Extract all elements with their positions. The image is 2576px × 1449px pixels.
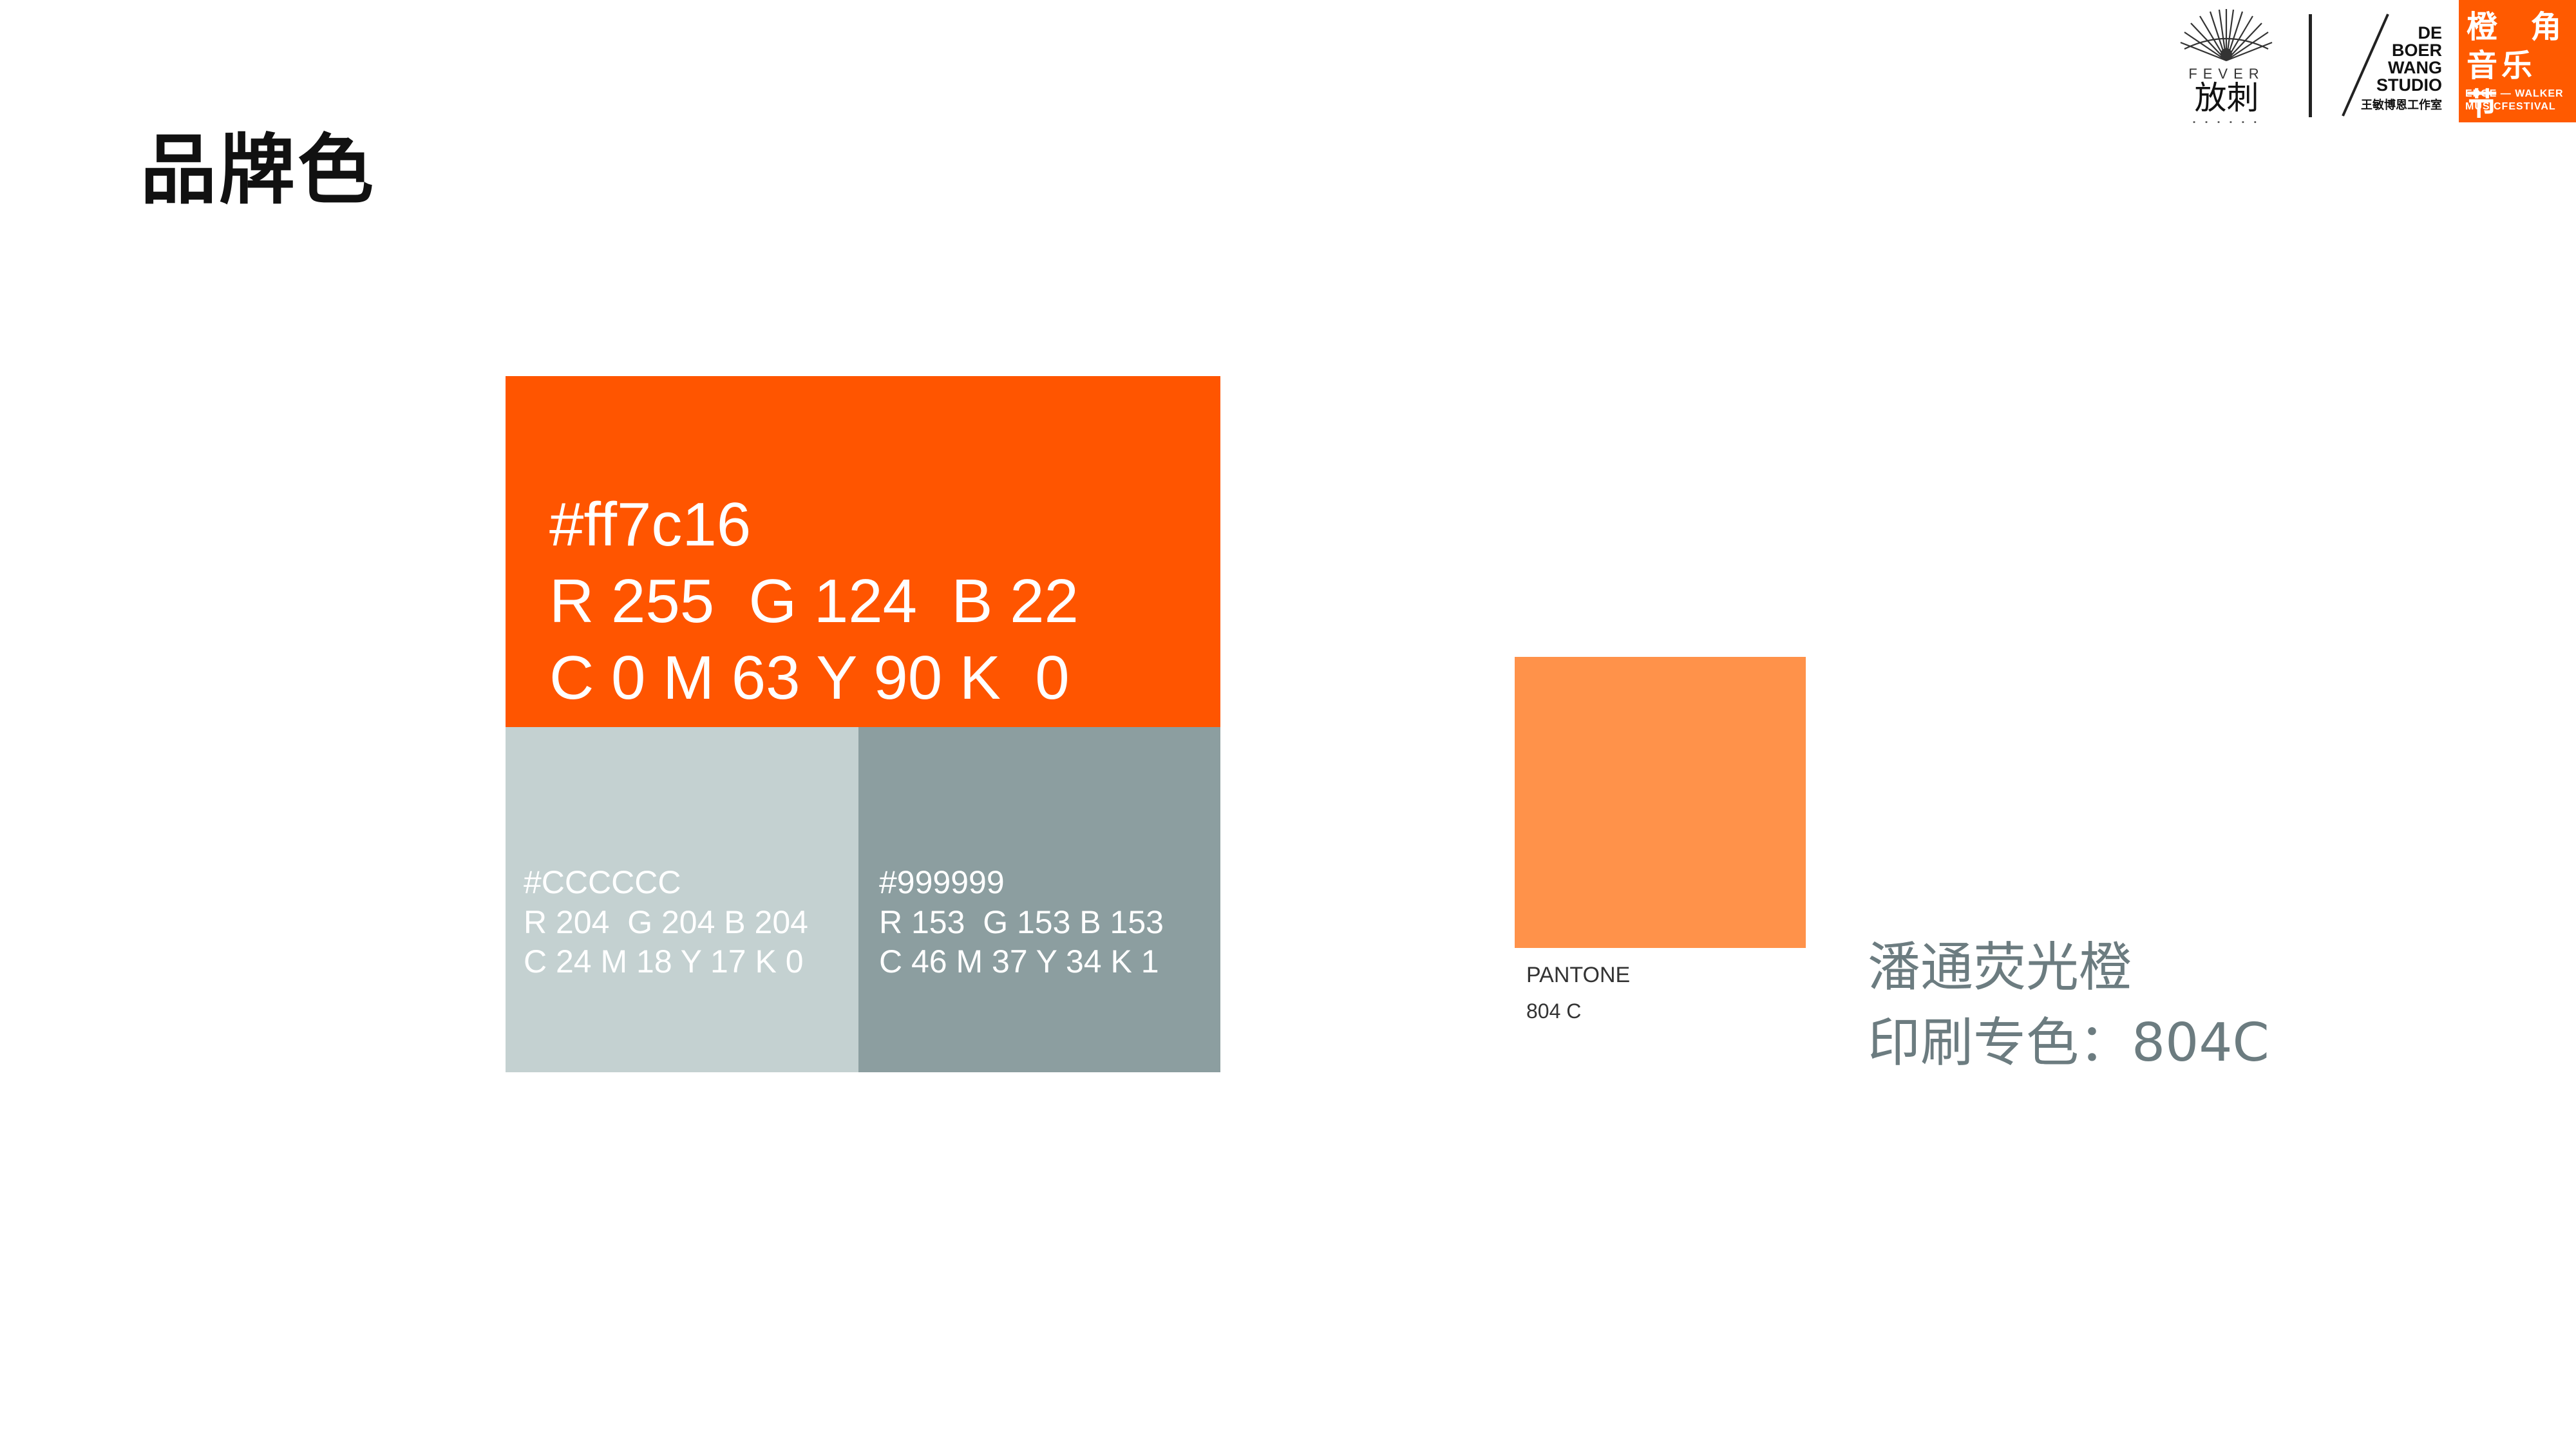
primary-color-swatch: #ff7c16 R 255 G 124 B 22 C 0 M 63 Y 90 K… (506, 376, 1220, 727)
dark-gray-cmyk: C 46 M 37 Y 34 K 1 (879, 943, 1159, 980)
pantone-chip (1515, 657, 1806, 948)
dark-gray-rgb: R 153 G 153 B 153 (879, 904, 1164, 940)
festival-logo-en: EDGE — WALKER MUSICFESTIVAL (2465, 88, 2572, 113)
light-gray-rgb: R 204 G 204 B 204 (524, 904, 808, 940)
festival-logo: 橙 角 音乐节 EDGE — WALKER MUSICFESTIVAL (2459, 0, 2576, 122)
studio-line: BOER (2391, 41, 2442, 60)
slash-mark-icon (2342, 14, 2389, 117)
fever-logo-word: FEVER (2188, 66, 2265, 82)
festival-en-line: MUSICFESTIVAL (2465, 101, 2556, 112)
pantone-label: PANTONE (1526, 963, 1631, 987)
dark-gray-hex: #999999 (879, 864, 1005, 900)
light-gray-cmyk: C 24 M 18 Y 17 K 0 (524, 943, 804, 980)
page-title: 品牌色 (140, 126, 377, 214)
festival-cn-line: 音乐节 (2467, 48, 2537, 122)
studio-logo-cn: 王敏博恩工作室 (2361, 99, 2442, 112)
primary-hex: #ff7c16 (549, 490, 752, 559)
fever-logo-tagline: ▪ ▪ ▪ ▪ ▪ ▪ (2193, 118, 2260, 126)
primary-rgb: R 255 G 124 B 22 (549, 567, 1079, 636)
fan-burst-icon (2180, 9, 2273, 62)
fever-logo-cn: 放刺 (2194, 79, 2259, 117)
logo-divider (2309, 14, 2312, 117)
primary-cmyk: C 0 M 63 Y 90 K 0 (549, 643, 1070, 712)
studio-line: STUDIO (2376, 75, 2442, 95)
studio-logo-text: DE BOER WANG STUDIO (2376, 24, 2442, 94)
festival-en-line: EDGE — WALKER (2465, 88, 2564, 99)
studio-logo: DE BOER WANG STUDIO 王敏博恩工作室 (2342, 12, 2445, 121)
dark-gray-swatch: #999999 R 153 G 153 B 153 C 46 M 37 Y 34… (858, 727, 1220, 1072)
studio-line: DE (2418, 23, 2442, 43)
spot-color-code: 印刷专色：804C (1868, 1012, 2269, 1074)
fever-logo: FEVER 放刺 ▪ ▪ ▪ ▪ ▪ ▪ (2170, 9, 2283, 126)
spot-color-name: 潘通荧光橙 (1868, 937, 2132, 998)
festival-cn-line: 橙 角 (2467, 9, 2566, 45)
light-gray-swatch: #CCCCCC R 204 G 204 B 204 C 24 M 18 Y 17… (506, 727, 858, 1072)
pantone-code: 804 C (1526, 999, 1582, 1023)
light-gray-hex: #CCCCCC (524, 864, 681, 900)
festival-logo-cn: 橙 角 音乐节 (2467, 8, 2570, 124)
studio-line: WANG (2388, 58, 2442, 77)
